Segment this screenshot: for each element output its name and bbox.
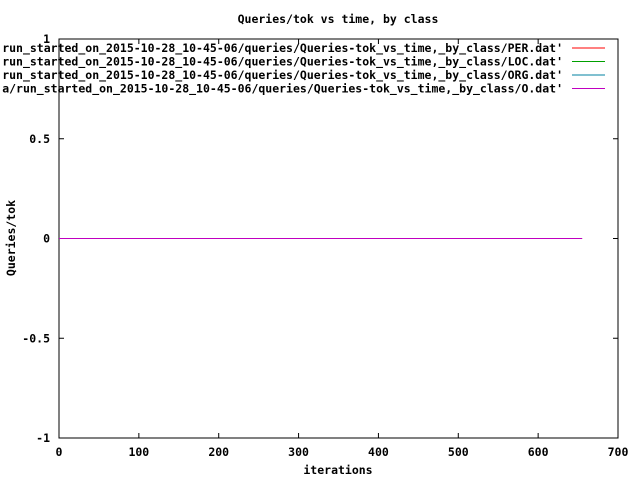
y-tick-label: 1: [43, 32, 50, 46]
legend-label: 'run_started_on_2015-10-28_10-45-06/quer…: [0, 55, 563, 70]
chart-title: Queries/tok vs time, by class: [238, 12, 439, 26]
y-axis-label: Queries/tok: [4, 200, 18, 276]
y-tick-label: 0: [43, 232, 50, 246]
x-tick-label: 0: [56, 445, 63, 459]
x-tick-label: 400: [368, 445, 389, 459]
x-axis-label: iterations: [303, 463, 372, 477]
x-tick-label: 500: [448, 445, 469, 459]
x-tick-label: 100: [128, 445, 149, 459]
legend: 'run_started_on_2015-10-28_10-45-06/quer…: [0, 41, 605, 97]
axis-ticks: 0 100 200 300 400 500 600 700 -1 -0.5 0 0.5 1: [22, 32, 628, 459]
legend-label: 'a/run_started_on_2015-10-28_10-45-06/qu…: [0, 82, 563, 97]
x-tick-label: 700: [608, 445, 629, 459]
y-tick-label: -0.5: [22, 331, 50, 345]
x-tick-label: 600: [528, 445, 549, 459]
x-tick-label: 300: [288, 445, 309, 459]
legend-label: 'run_started_on_2015-10-28_10-45-06/quer…: [0, 41, 563, 56]
x-tick-label: 200: [208, 445, 229, 459]
legend-label: 'run_started_on_2015-10-28_10-45-06/quer…: [0, 68, 563, 83]
y-tick-label: 0.5: [29, 132, 50, 146]
y-tick-label: -1: [36, 431, 50, 445]
